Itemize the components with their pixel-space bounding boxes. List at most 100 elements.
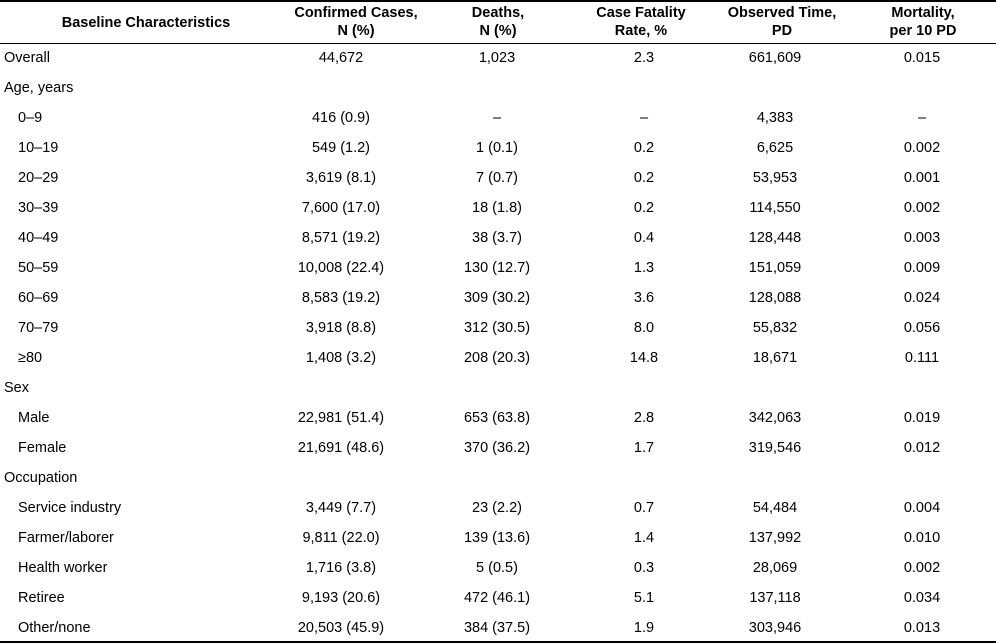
- header-confirmed-cases: Confirmed Cases, N (%): [283, 4, 429, 40]
- header-line: Deaths,: [471, 5, 525, 21]
- cell-mortality: 0.003: [903, 230, 941, 246]
- cell-confirmed-cases: 20,503 (45.9): [297, 620, 385, 636]
- cell-case-fatality-rate: 1.9: [633, 620, 655, 636]
- cell-case-fatality-rate: –: [639, 110, 649, 126]
- cell-case-fatality-rate: 2.8: [633, 410, 655, 426]
- row-label: Age, years: [4, 80, 74, 96]
- cell-deaths: 208 (20.3): [463, 350, 531, 366]
- cell-mortality: 0.010: [903, 530, 941, 546]
- header-line: Baseline Characteristics: [61, 15, 231, 31]
- cell-mortality: 0.034: [903, 590, 941, 606]
- row-label: Overall: [4, 50, 50, 66]
- cell-deaths: 130 (12.7): [463, 260, 531, 276]
- header-baseline-characteristics: Baseline Characteristics: [0, 14, 292, 32]
- cell-confirmed-cases: 21,691 (48.6): [297, 440, 385, 456]
- table-row: Service industry 3,449 (7.7) 23 (2.2) 0.7 54…: [0, 494, 996, 524]
- top-rule: [0, 0, 996, 2]
- cell-observed-time: 128,088: [748, 290, 802, 306]
- cell-deaths: 5 (0.5): [476, 560, 518, 576]
- cell-case-fatality-rate: 0.2: [633, 170, 655, 186]
- cell-case-fatality-rate: 0.7: [633, 500, 655, 516]
- cell-observed-time: 128,448: [748, 230, 802, 246]
- header-rule: [0, 43, 996, 44]
- cell-observed-time: 6,625: [756, 140, 794, 156]
- cell-observed-time: 55,832: [752, 320, 798, 336]
- row-label: 30–39: [18, 200, 59, 216]
- cell-deaths: 370 (36.2): [463, 440, 531, 456]
- table-section-row: Sex: [0, 374, 996, 404]
- table-section-row: Overall 44,672 1,023 2.3 661,609 0.015: [0, 44, 996, 74]
- cell-observed-time: 53,953: [752, 170, 798, 186]
- cell-observed-time: 4,383: [756, 110, 794, 126]
- table-row: 70–79 3,918 (8.8) 312 (30.5) 8.0 55,832 0.056: [0, 314, 996, 344]
- cell-case-fatality-rate: 0.2: [633, 140, 655, 156]
- row-label: Sex: [4, 380, 29, 396]
- header-case-fatality-rate: Case Fatality Rate, %: [580, 4, 702, 40]
- cell-deaths: 1,023: [478, 50, 516, 66]
- cell-confirmed-cases: 1,408 (3.2): [305, 350, 377, 366]
- table-row: Other/none 20,503 (45.9) 384 (37.5) 1.9 303,…: [0, 614, 996, 644]
- cell-case-fatality-rate: 1.4: [633, 530, 655, 546]
- cell-observed-time: 137,992: [748, 530, 802, 546]
- cell-confirmed-cases: 8,583 (19.2): [301, 290, 381, 306]
- table-section-row: Age, years: [0, 74, 996, 104]
- table-row: ≥80 1,408 (3.2) 208 (20.3) 14.8 18,671 0.111: [0, 344, 996, 374]
- cell-mortality: 0.002: [903, 560, 941, 576]
- cell-confirmed-cases: 9,811 (22.0): [302, 530, 380, 546]
- cell-confirmed-cases: 22,981 (51.4): [297, 410, 385, 426]
- cell-deaths: 309 (30.2): [463, 290, 531, 306]
- row-label: Male: [18, 410, 50, 426]
- table-row: Male 22,981 (51.4) 653 (63.8) 2.8 342,063 0.0…: [0, 404, 996, 434]
- cell-confirmed-cases: 549 (1.2): [311, 140, 371, 156]
- row-label: 70–79: [18, 320, 59, 336]
- cell-deaths: 1 (0.1): [476, 140, 518, 156]
- cell-mortality: 0.001: [903, 170, 941, 186]
- cell-deaths: 653 (63.8): [463, 410, 531, 426]
- cell-case-fatality-rate: 0.3: [633, 560, 655, 576]
- cell-case-fatality-rate: 0.4: [633, 230, 655, 246]
- row-label: Occupation: [4, 470, 78, 486]
- table-row: 60–69 8,583 (19.2) 309 (30.2) 3.6 128,088 0.0…: [0, 284, 996, 314]
- row-label: Other/none: [18, 620, 91, 636]
- cell-case-fatality-rate: 2.3: [633, 50, 655, 66]
- row-label: Farmer/laborer: [18, 530, 114, 546]
- cell-case-fatality-rate: 5.1: [633, 590, 655, 606]
- cell-confirmed-cases: 10,008 (22.4): [297, 260, 385, 276]
- cell-confirmed-cases: 44,672: [318, 50, 364, 66]
- cell-mortality: 0.004: [903, 500, 941, 516]
- table-row: 50–59 10,008 (22.4) 130 (12.7) 1.3 151,059 0.…: [0, 254, 996, 284]
- cell-deaths: 384 (37.5): [463, 620, 531, 636]
- row-label: 20–29: [18, 170, 59, 186]
- cell-mortality: 0.002: [903, 200, 941, 216]
- cell-confirmed-cases: 7,600 (17.0): [301, 200, 381, 216]
- row-label: Female: [18, 440, 67, 456]
- cell-mortality: 0.009: [903, 260, 941, 276]
- cell-mortality: –: [917, 110, 927, 126]
- cell-observed-time: 342,063: [748, 410, 802, 426]
- cell-confirmed-cases: 3,619 (8.1): [305, 170, 377, 186]
- cell-confirmed-cases: 8,571 (19.2): [301, 230, 381, 246]
- cell-observed-time: 137,118: [749, 590, 801, 606]
- cell-deaths: –: [492, 110, 502, 126]
- header-mortality: Mortality, per 10 PD: [868, 4, 978, 40]
- header-line: per 10 PD: [889, 23, 957, 39]
- cell-mortality: 0.002: [903, 140, 941, 156]
- cell-confirmed-cases: 416 (0.9): [311, 110, 371, 126]
- header-line: Rate, %: [614, 23, 668, 39]
- table-row: Retiree 9,193 (20.6) 472 (46.1) 5.1 137,118 0…: [0, 584, 996, 614]
- cell-deaths: 472 (46.1): [463, 590, 531, 606]
- header-line: N (%): [479, 23, 517, 39]
- table-row: Farmer/laborer 9,811 (22.0) 139 (13.6) 1.4 1…: [0, 524, 996, 554]
- header-line: PD: [771, 23, 793, 39]
- cell-mortality: 0.111: [904, 350, 940, 366]
- table-row: 30–39 7,600 (17.0) 18 (1.8) 0.2 114,550 0.002: [0, 194, 996, 224]
- cell-case-fatality-rate: 14.8: [629, 350, 659, 366]
- row-label: Retiree: [18, 590, 65, 606]
- cell-deaths: 139 (13.6): [463, 530, 531, 546]
- table-row: Health worker 1,716 (3.8) 5 (0.5) 0.3 28,069…: [0, 554, 996, 584]
- header-line: Mortality,: [891, 5, 955, 21]
- cell-deaths: 312 (30.5): [463, 320, 531, 336]
- cell-mortality: 0.013: [903, 620, 941, 636]
- cell-deaths: 23 (2.2): [472, 500, 522, 516]
